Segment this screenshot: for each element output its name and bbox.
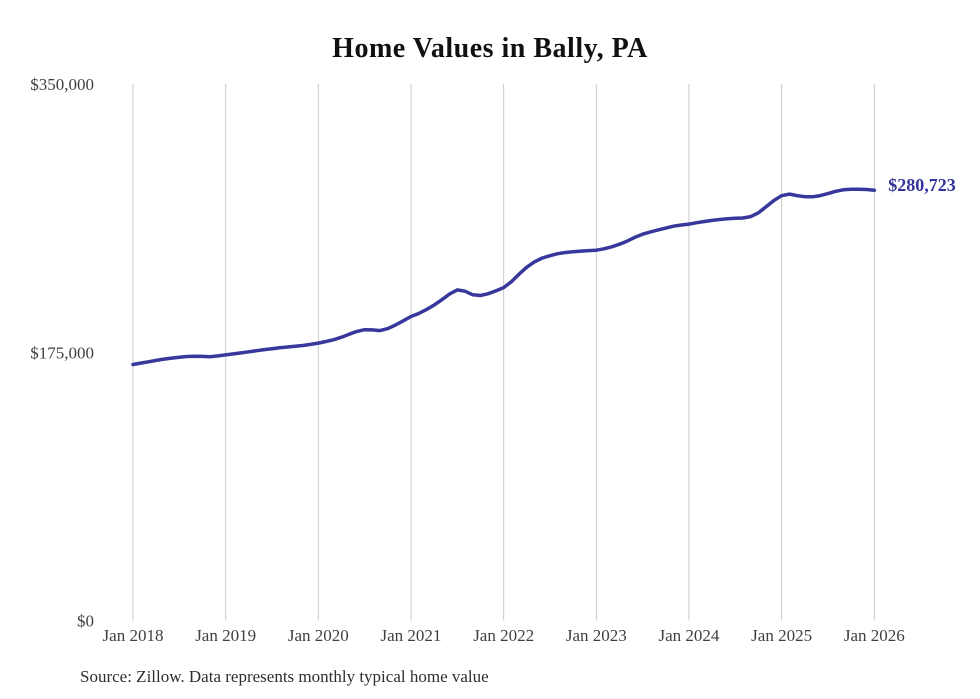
x-tick-label: Jan 2023: [566, 626, 627, 645]
x-tick-label: Jan 2024: [659, 626, 720, 645]
x-tick-label: Jan 2022: [473, 626, 534, 645]
y-tick-label: $0: [77, 612, 94, 631]
x-tick-label: Jan 2019: [195, 626, 256, 645]
x-tick-label: Jan 2026: [844, 626, 905, 645]
x-tick-label: Jan 2021: [381, 626, 442, 645]
chart-title: Home Values in Bally, PA: [332, 33, 648, 64]
y-tick-label: $175,000: [30, 343, 94, 362]
x-tick-label: Jan 2020: [288, 626, 349, 645]
latest-value-label: $280,723: [888, 175, 956, 195]
x-tick-label: Jan 2018: [103, 626, 164, 645]
x-tick-label: Jan 2025: [751, 626, 812, 645]
home-value-series-line: [131, 187, 877, 367]
source-note: Source: Zillow. Data represents monthly …: [80, 667, 489, 686]
y-tick-label: $350,000: [30, 75, 94, 94]
